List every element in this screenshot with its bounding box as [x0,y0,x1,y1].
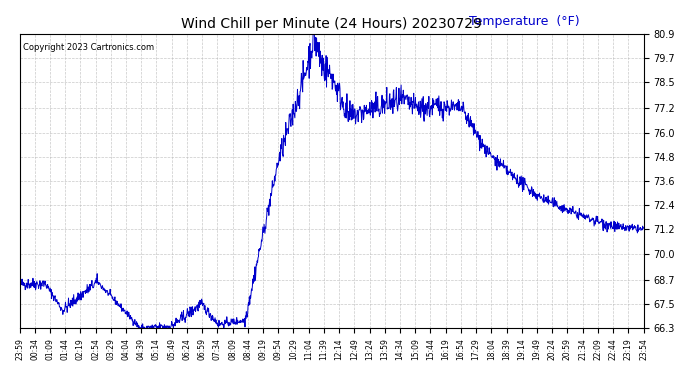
Text: Copyright 2023 Cartronics.com: Copyright 2023 Cartronics.com [23,43,154,52]
Title: Wind Chill per Minute (24 Hours) 20230729: Wind Chill per Minute (24 Hours) 2023072… [181,17,482,31]
Text: Temperature  (°F): Temperature (°F) [469,15,580,28]
